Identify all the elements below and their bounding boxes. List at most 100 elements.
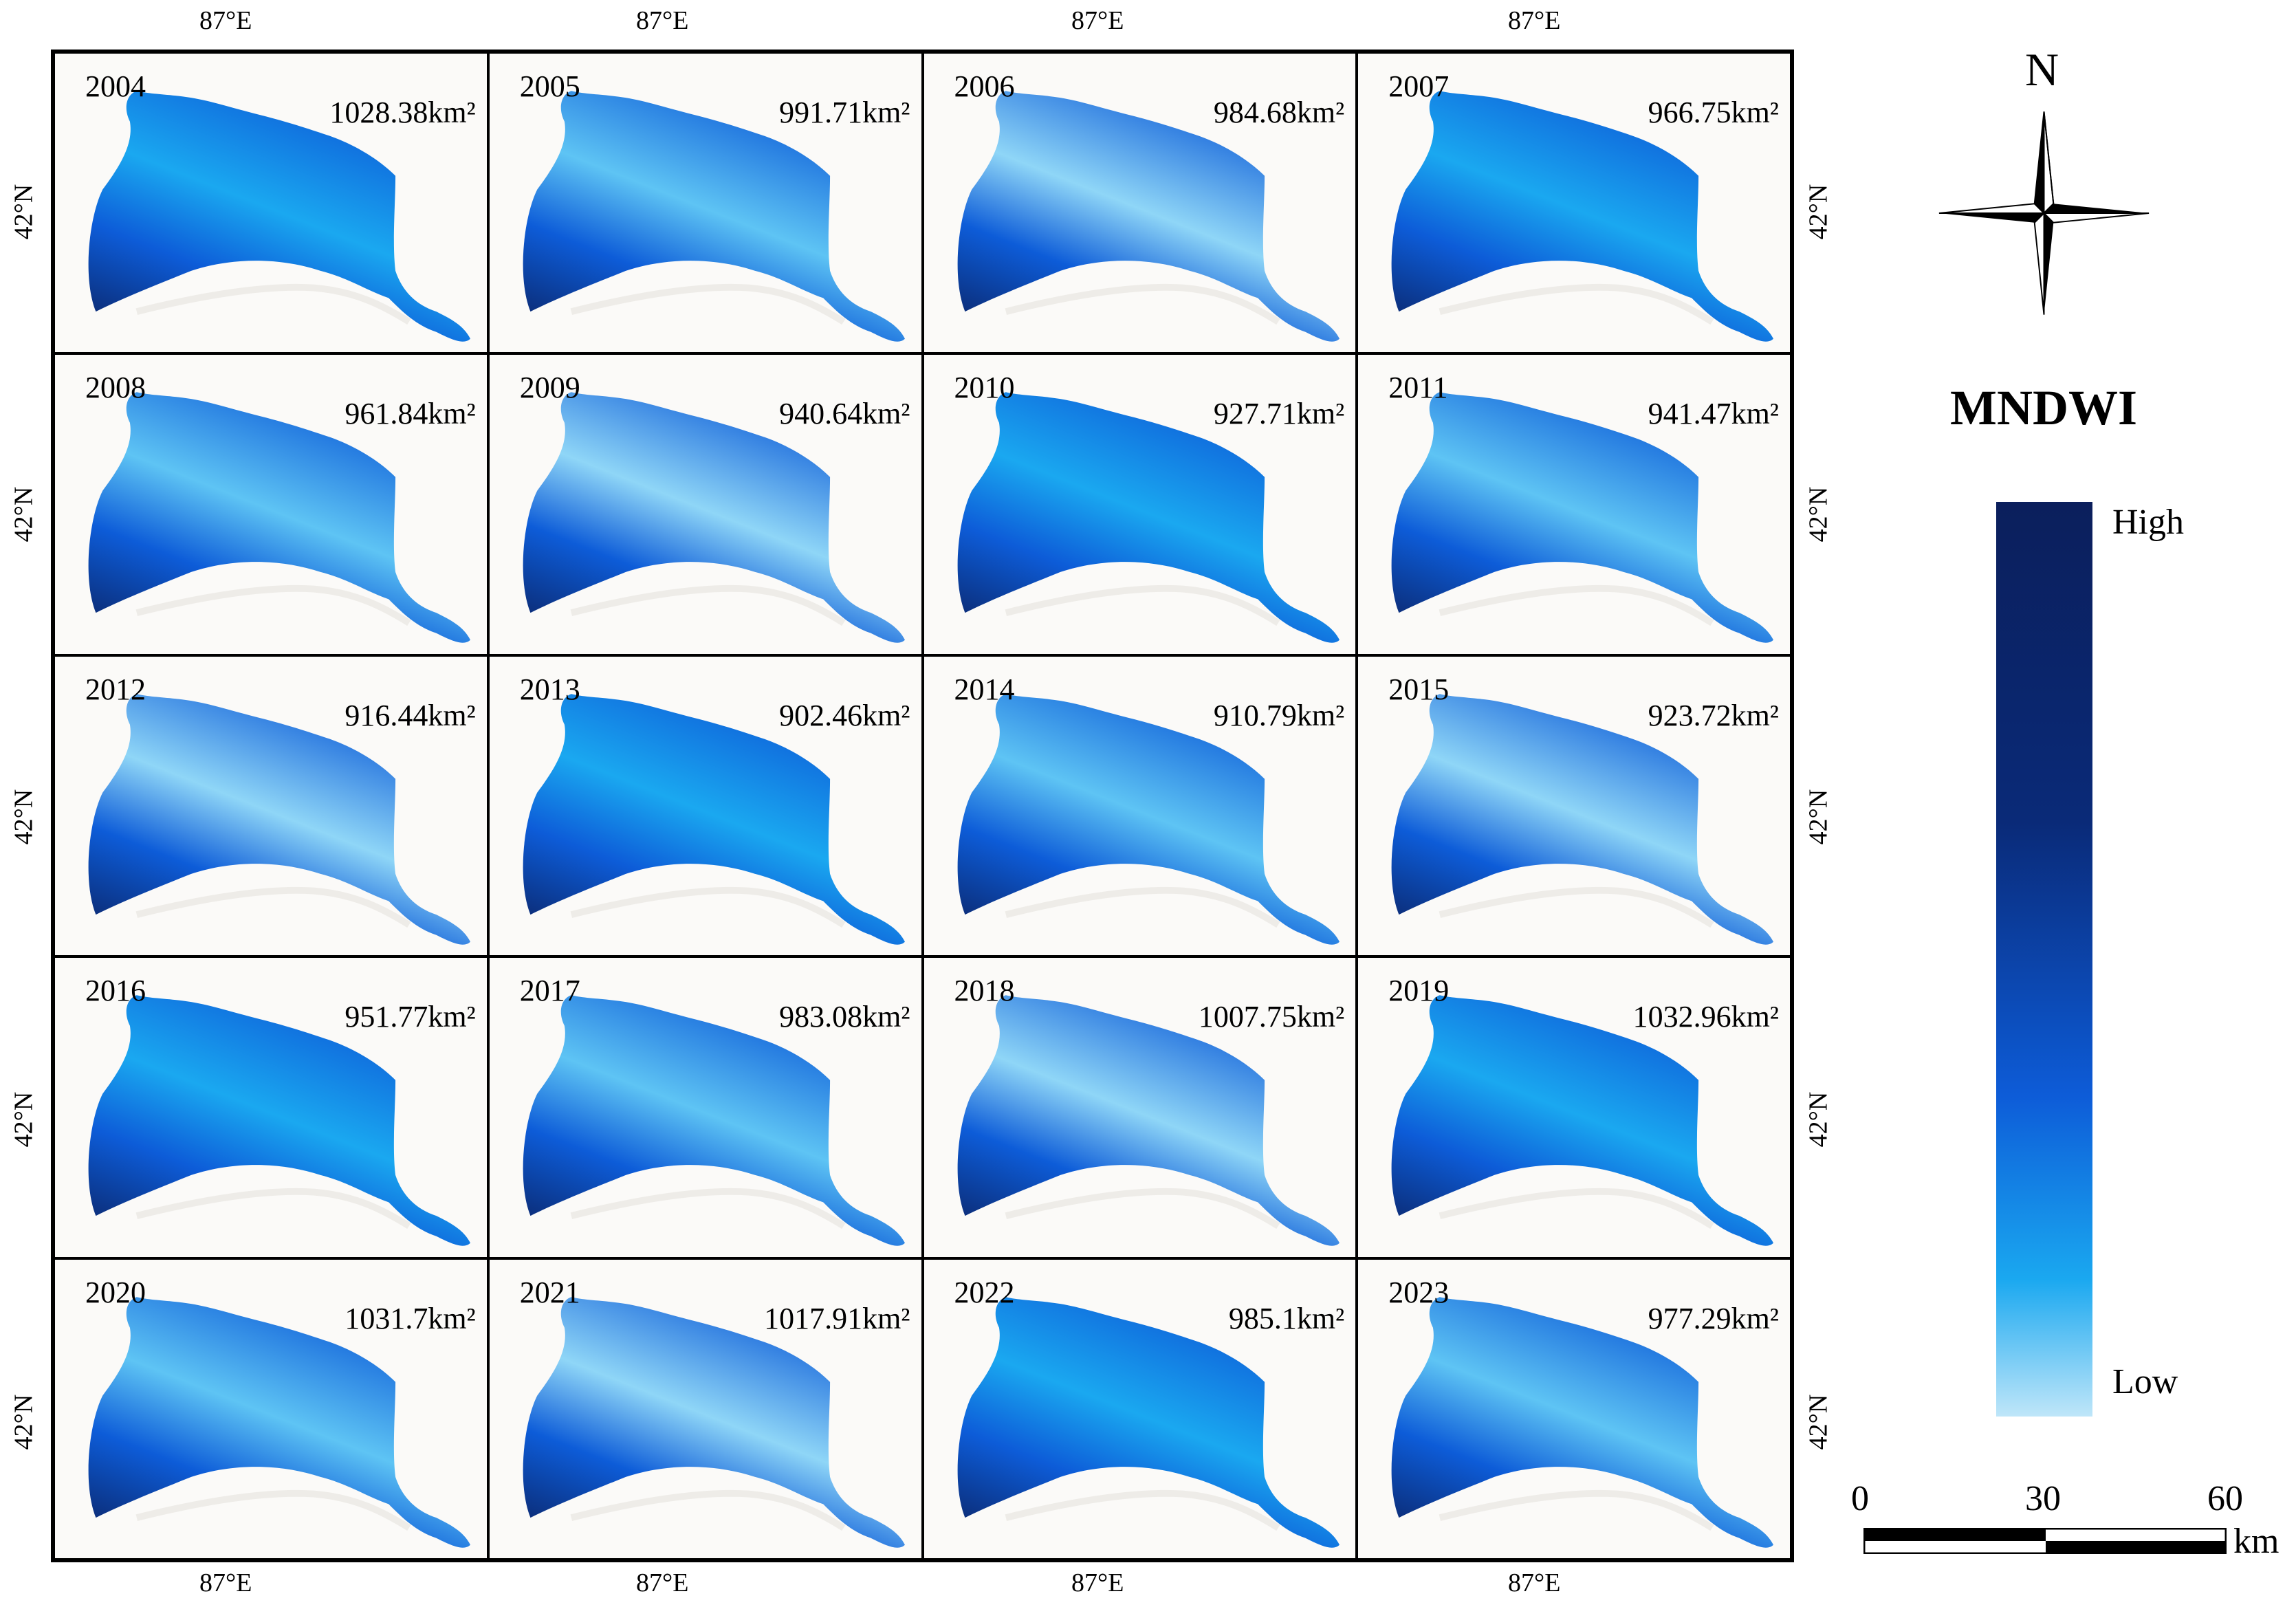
map-panel-2005: 2005 991.71km² [488,52,923,354]
map-panel-2017: 2017 983.08km² [488,956,923,1258]
right-lat-label-3: 42°N [1804,789,1833,845]
map-panel-2020: 2020 1031.7km² [54,1258,488,1560]
lake-map [88,1296,470,1548]
panel-year-label: 2009 [519,371,580,405]
panel-area-label: 902.46km² [779,698,910,732]
bottom-lon-label-2: 87°E [636,1568,689,1597]
top-lon-label-3: 87°E [1071,6,1124,35]
scale-tick-0: 0 [1851,1479,1869,1518]
panel-area-label: 941.47km² [1648,397,1779,431]
map-panel-grid: 2004 1028.38km² 2005 991.71km² 2006 984.68km²… [51,50,1794,1562]
lake-map [523,91,905,342]
panel-year-label: 2011 [1388,371,1448,405]
lake-map [1391,392,1774,644]
panel-area-label: 1028.38km² [329,96,476,129]
lake-map [957,1296,1340,1548]
map-panel-2007: 2007 966.75km² [1357,52,1791,354]
panel-year-label: 2022 [954,1275,1015,1309]
panel-area-label: 923.72km² [1648,698,1779,732]
top-lon-label-2: 87°E [636,6,689,35]
map-panel-2010: 2010 927.71km² [922,353,1357,655]
scale-unit: km [2233,1522,2279,1561]
panel-area-label: 1007.75km² [1198,1000,1345,1034]
panel-year-label: 2016 [85,974,146,1008]
panel-area-label: 1032.96km² [1632,1000,1779,1034]
lake-map [957,392,1340,644]
lake-map [957,694,1340,945]
top-lon-label-4: 87°E [1508,6,1561,35]
panel-area-label: 1031.7km² [345,1301,476,1335]
scale-tick-60: 60 [2207,1479,2243,1518]
map-panel-2022: 2022 985.1km² [922,1258,1357,1560]
right-lat-label-1: 42°N [1804,184,1833,240]
panel-year-label: 2018 [954,974,1015,1008]
panel-area-label: 940.64km² [779,397,910,431]
panel-year-label: 2004 [85,69,146,103]
panel-area-label: 927.71km² [1213,397,1345,431]
lake-map [88,392,470,644]
lake-map [523,1296,905,1548]
scale-tick-30: 30 [2025,1479,2061,1518]
bottom-lon-label-4: 87°E [1508,1568,1561,1597]
panel-year-label: 2014 [954,672,1015,706]
panel-area-label: 985.1km² [1228,1301,1345,1335]
left-lat-label-3: 42°N [9,789,39,845]
map-panel-2013: 2013 902.46km² [488,655,923,957]
lake-map [523,694,905,945]
map-panel-2021: 2021 1017.91km² [488,1258,923,1560]
lake-map [1391,694,1774,945]
panel-year-label: 2012 [85,672,146,706]
left-lat-label-5: 42°N [9,1394,39,1450]
map-panel-2019: 2019 1032.96km² [1357,956,1791,1258]
map-panel-2015: 2015 923.72km² [1357,655,1791,957]
map-panel-2023: 2023 977.29km² [1357,1258,1791,1560]
right-lat-label-4: 42°N [1804,1091,1833,1148]
panel-area-label: 977.29km² [1648,1301,1779,1335]
legend-high-label: High [2112,503,2184,542]
lake-map [523,392,905,644]
map-panel-2012: 2012 916.44km² [54,655,488,957]
lake-map [88,694,470,945]
panel-year-label: 2019 [1388,974,1450,1008]
lake-map [957,995,1340,1246]
left-lat-label-1: 42°N [9,184,39,240]
map-panel-2009: 2009 940.64km² [488,353,923,655]
scale-bar [1863,1528,2227,1554]
right-lat-label-2: 42°N [1804,486,1833,543]
bottom-lon-label-3: 87°E [1071,1568,1124,1597]
map-panel-2018: 2018 1007.75km² [922,956,1357,1258]
mndwi-colorbar [1996,502,2092,1417]
north-label: N [2025,43,2059,96]
legend-low-label: Low [2112,1362,2178,1401]
map-panel-2004: 2004 1028.38km² [54,52,488,354]
lake-map [1391,995,1774,1246]
panel-area-label: 961.84km² [345,397,476,431]
panel-year-label: 2021 [519,1275,580,1309]
panel-year-label: 2005 [519,69,580,103]
lake-map [88,995,470,1246]
left-lat-label-2: 42°N [9,486,39,543]
panel-year-label: 2023 [1388,1275,1450,1309]
panel-year-label: 2008 [85,371,146,405]
map-panel-2006: 2006 984.68km² [922,52,1357,354]
panel-area-label: 951.77km² [345,1000,476,1034]
map-panel-2011: 2011 941.47km² [1357,353,1791,655]
map-panel-2008: 2008 961.84km² [54,353,488,655]
lake-map [523,995,905,1246]
panel-area-label: 991.71km² [779,96,910,129]
panel-area-label: 1017.91km² [764,1301,910,1335]
legend-title: MNDWI [1950,380,2137,435]
bottom-lon-label-1: 87°E [199,1568,252,1597]
compass-rose-icon [1938,111,2150,315]
top-lon-label-1: 87°E [199,6,252,35]
panel-year-label: 2015 [1388,672,1450,706]
lake-map [1391,91,1774,342]
panel-year-label: 2007 [1388,69,1450,103]
left-lat-label-4: 42°N [9,1091,39,1148]
panel-area-label: 910.79km² [1213,698,1345,732]
panel-year-label: 2013 [519,672,580,706]
panel-year-label: 2010 [954,371,1015,405]
map-panel-2016: 2016 951.77km² [54,956,488,1258]
panel-area-label: 983.08km² [779,1000,910,1034]
